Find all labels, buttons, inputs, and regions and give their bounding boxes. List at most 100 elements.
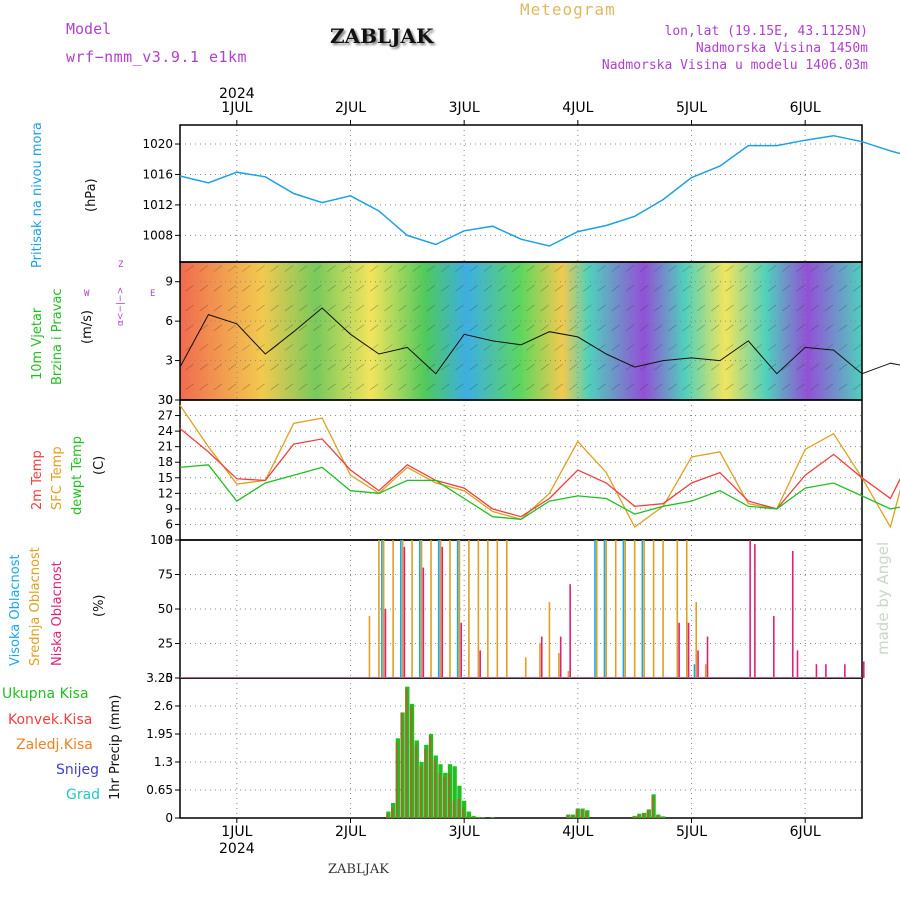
wind-barb	[483, 324, 493, 331]
wind-barb	[341, 265, 350, 272]
conv-precip-bar	[637, 814, 640, 818]
wind-barb	[256, 383, 265, 391]
wind-barb	[213, 285, 223, 292]
wind-barb	[497, 363, 507, 371]
y-tick-label: 100	[150, 533, 173, 547]
wind-barb	[639, 265, 649, 272]
wind-barb	[242, 344, 251, 351]
wind-barb	[355, 363, 365, 371]
wind-barb	[497, 344, 507, 351]
conv-precip-bar	[390, 807, 394, 818]
wind-barb	[668, 265, 677, 272]
wind-barb	[284, 383, 294, 391]
wind-barb	[668, 383, 677, 391]
wind-barb	[284, 344, 294, 351]
x-tick-label-bottom: 5JUL	[676, 824, 707, 840]
conv-precip-bar	[424, 749, 427, 818]
wind-barb	[753, 304, 762, 312]
wind-barb	[838, 304, 848, 312]
legend-freezing-rain: Zaledj.Kisa	[16, 737, 93, 753]
wind-barb	[796, 344, 805, 351]
y-tick-label: 9	[165, 502, 173, 516]
wind-backdrop	[180, 262, 862, 400]
x-tick-label-top: 6JUL	[790, 100, 821, 116]
wind-barb	[512, 383, 521, 391]
wind-barb	[583, 383, 592, 391]
wind-barb	[782, 344, 791, 351]
footer-station: ZABLJAK	[328, 862, 389, 877]
wind-barb	[554, 344, 564, 351]
wind-barb	[313, 363, 322, 371]
wind-barb	[753, 265, 762, 272]
wind-barb	[512, 304, 521, 312]
total-precip-bar	[471, 815, 476, 818]
wind-barb	[242, 304, 251, 312]
wind-barb	[583, 285, 592, 292]
wind-barb	[298, 344, 308, 351]
compass-north: Z	[118, 260, 124, 270]
wind-barb	[213, 324, 223, 331]
wind-barb	[455, 324, 464, 331]
wind-barb	[412, 363, 421, 371]
wind-barb	[668, 304, 677, 312]
wind-barb	[625, 304, 635, 312]
x-tick-label-top: 5JUL	[676, 100, 707, 116]
wind-barb	[483, 285, 493, 292]
y-tick-label: 0	[165, 393, 173, 407]
wind-barb	[398, 265, 407, 272]
wind-barb	[824, 324, 834, 331]
y-tick-label: 1012	[142, 198, 173, 212]
wind-barb	[512, 265, 521, 272]
wind-barb	[568, 324, 578, 331]
wind-barb	[227, 304, 237, 312]
wind-barb	[398, 324, 407, 331]
wind-barb	[824, 265, 834, 272]
wind-barb	[355, 344, 365, 351]
wind-barb	[540, 344, 549, 351]
total-precip-bar	[466, 811, 472, 818]
wind-barb	[384, 383, 393, 391]
wind-barb	[355, 324, 365, 331]
model-name: wrf−nmm_v3.9.1 e1km	[66, 48, 248, 66]
wind-barb	[853, 363, 862, 371]
wind-barb	[483, 304, 493, 312]
wind-barb	[370, 265, 379, 272]
wind-barb	[270, 383, 279, 391]
year-label-bottom: 2024	[219, 841, 255, 857]
wind-barb	[725, 363, 734, 371]
wind-barb	[327, 304, 336, 312]
wind-barb	[256, 363, 265, 371]
wind-barb	[682, 285, 691, 292]
wind-barb	[838, 324, 848, 331]
wind-barb	[568, 344, 578, 351]
compass-west: W	[84, 289, 90, 299]
x-tick-label-top: 1JUL	[221, 100, 252, 116]
y-tick-label: 6	[165, 517, 173, 531]
wind-barb	[739, 363, 748, 371]
wind-barb	[654, 285, 663, 292]
wind-barb	[682, 383, 691, 391]
wind-barb	[753, 285, 762, 292]
wind-barb	[668, 285, 677, 292]
wind-barb	[298, 324, 308, 331]
wind-barb	[469, 363, 478, 371]
wind-barb	[796, 324, 805, 331]
wind-barb	[682, 324, 691, 331]
conv-precip-bar	[433, 759, 436, 818]
wind-barb	[711, 344, 720, 351]
wind-barb	[782, 324, 791, 331]
wind-barb	[554, 304, 564, 312]
total-precip-bar	[660, 816, 666, 818]
wind-barb	[270, 363, 279, 371]
wind-barb	[611, 324, 620, 331]
wind-barb	[739, 265, 748, 272]
conv-precip-bar	[466, 815, 470, 818]
model-label: Model	[66, 20, 112, 38]
wind-barb	[270, 344, 279, 351]
wind-barb	[767, 344, 777, 351]
wind-barb	[554, 383, 564, 391]
wind-barb	[668, 324, 677, 331]
wind-barb	[611, 344, 620, 351]
panel-frame	[179, 677, 863, 819]
